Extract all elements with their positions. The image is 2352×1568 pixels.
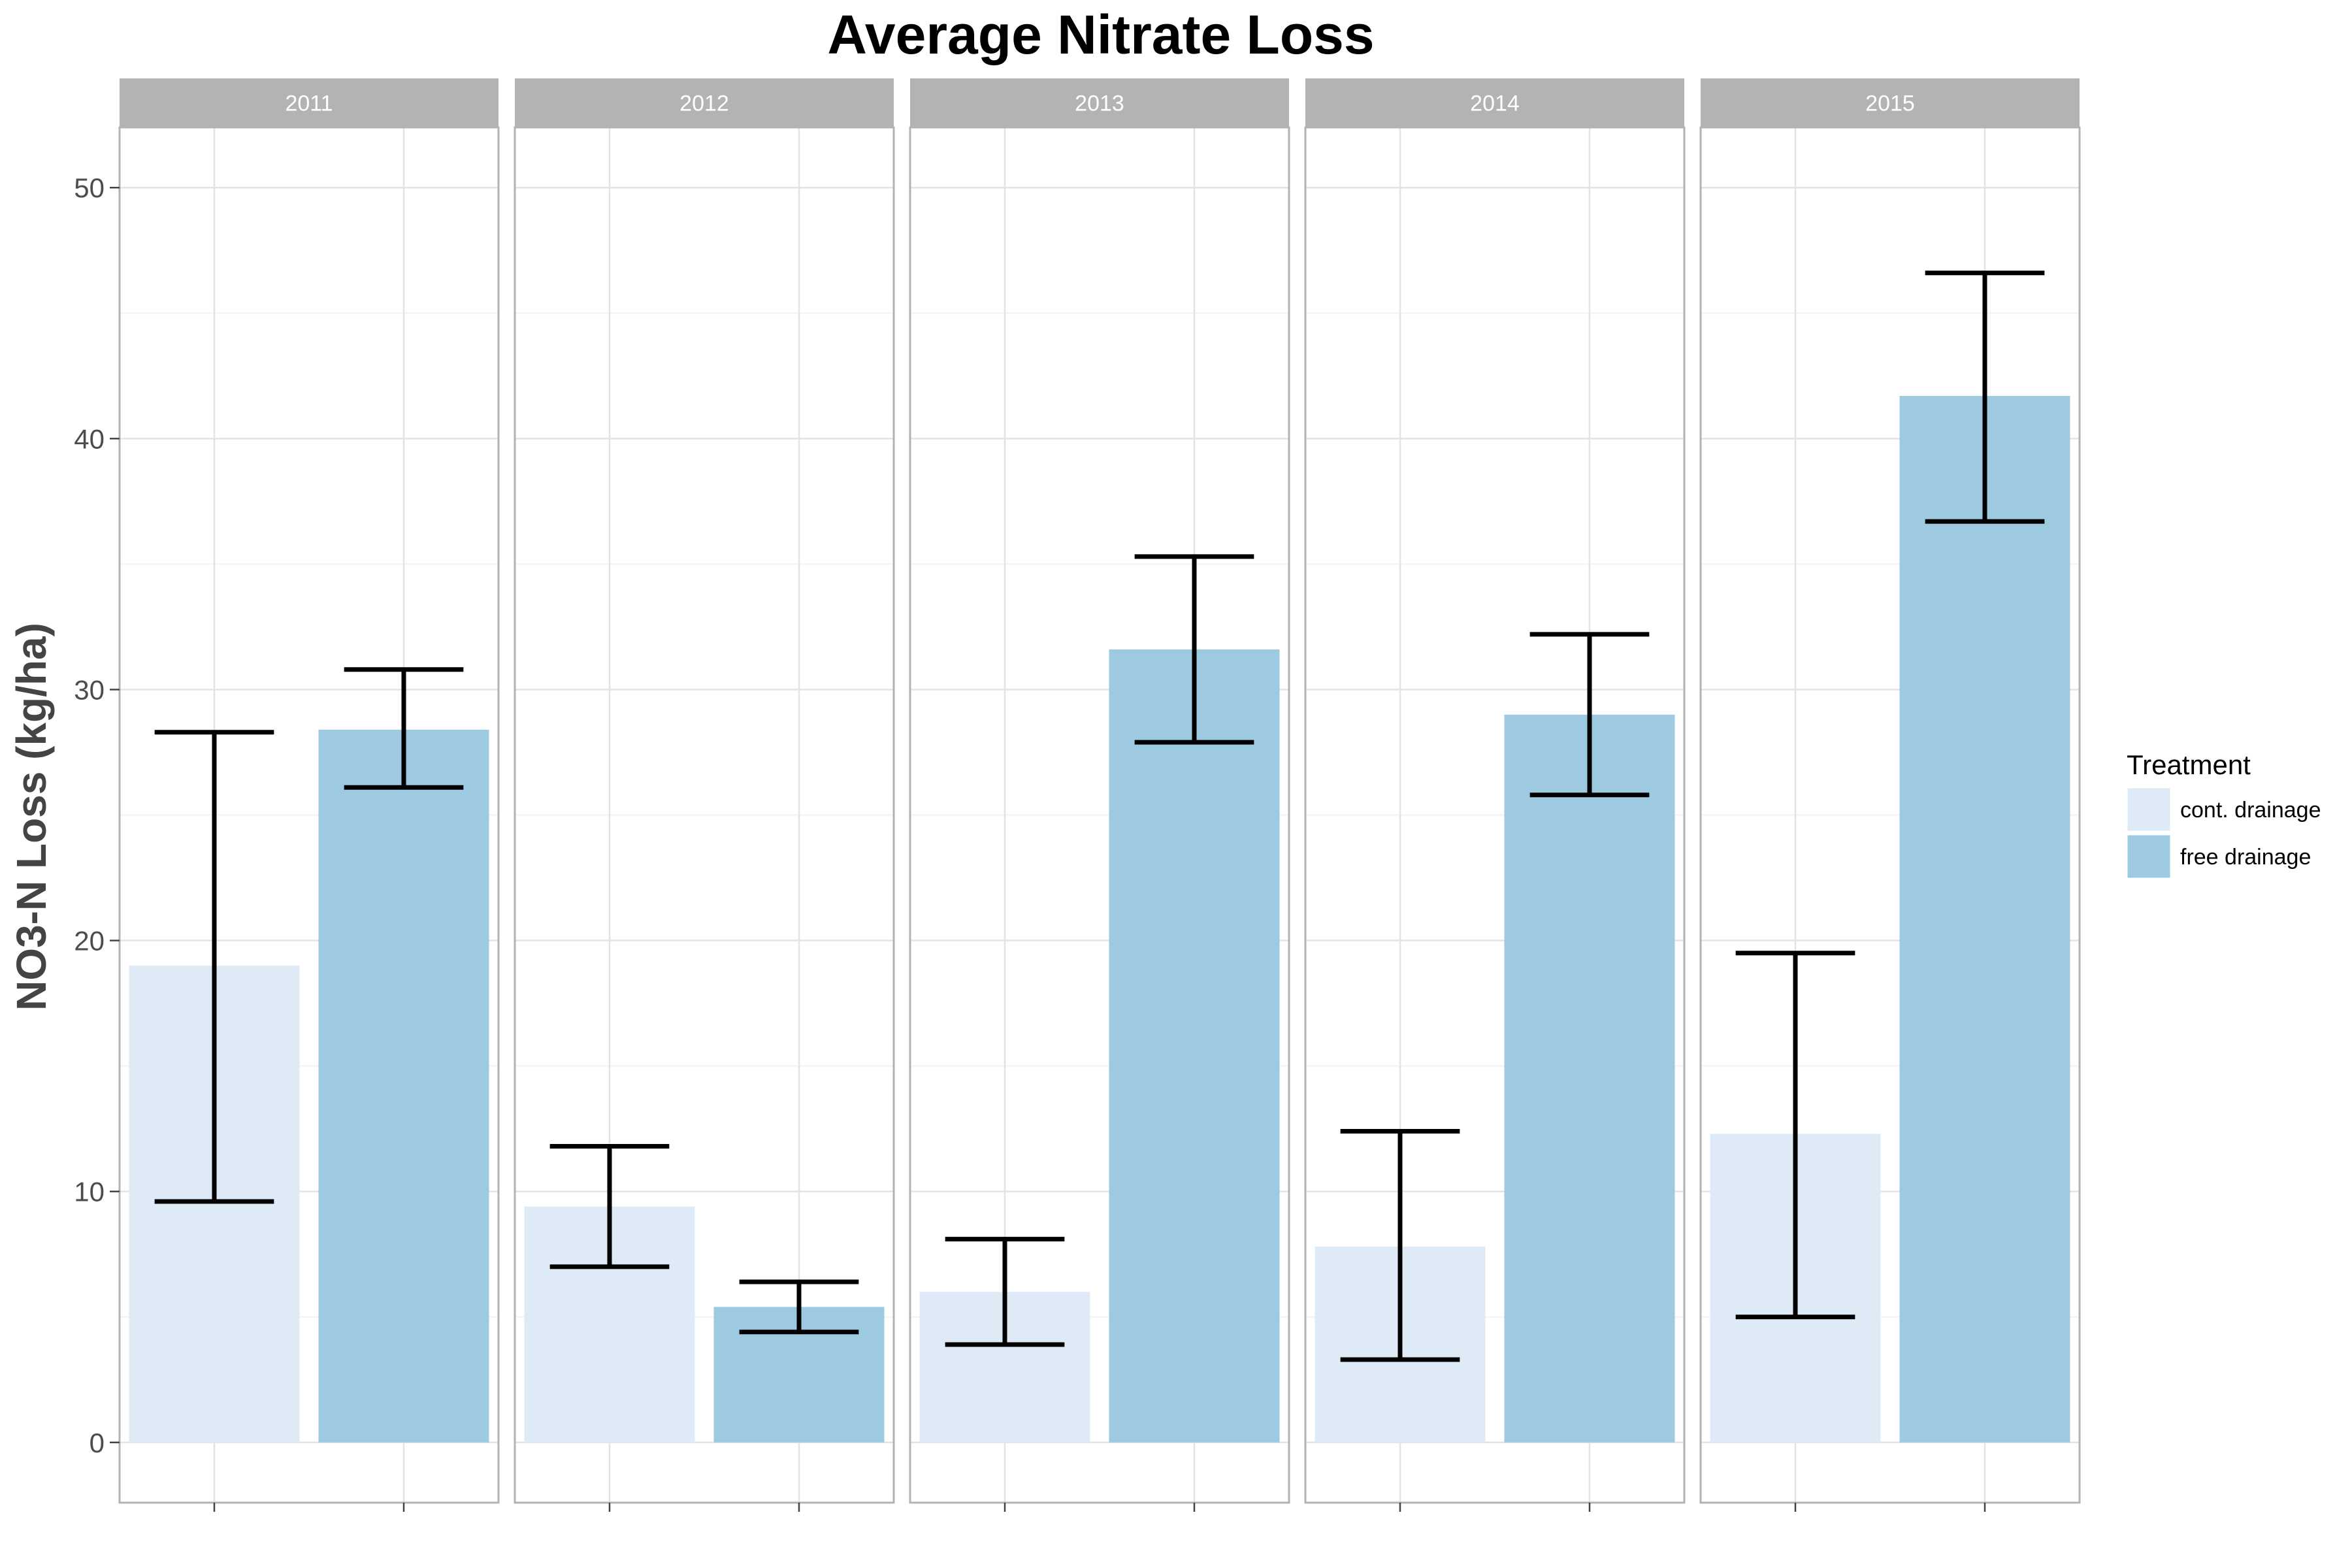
legend-key (2125, 833, 2172, 880)
bar (1109, 649, 1280, 1443)
y-axis-label: NO3-N Loss (kg/ha) (8, 623, 55, 1011)
strip-2011 (120, 78, 498, 127)
panel-2011: 2011 (118, 78, 500, 1512)
bar (1504, 714, 1675, 1443)
strip-2014 (1305, 78, 1684, 127)
strip-2012 (515, 78, 894, 127)
panel-2013: 2013 (909, 78, 1290, 1512)
legend-label: cont. drainage (2180, 798, 2321, 823)
legend-label: free drainage (2180, 845, 2311, 870)
strip-label: 2011 (285, 91, 333, 116)
legend-key (2125, 786, 2172, 833)
panels: 2011 2012 2013 2014 2015 (118, 78, 2081, 1512)
bar (318, 729, 489, 1443)
bar (1899, 396, 2070, 1443)
strip-label: 2015 (1865, 91, 1915, 116)
strip-label: 2013 (1075, 91, 1124, 116)
strip-label: 2012 (679, 91, 729, 116)
legend: Treatment cont. drainage free drainage (2125, 749, 2321, 880)
chart-title: Average Nitrate Loss (827, 4, 1374, 65)
strip-2015 (1701, 78, 2080, 127)
strip-2013 (910, 78, 1289, 127)
y-tick-label: 10 (74, 1177, 105, 1207)
y-axis: 0 10 20 30 40 50 (74, 172, 120, 1458)
y-tick-label: 0 (90, 1428, 105, 1458)
panel-2014: 2014 (1304, 78, 1686, 1512)
y-tick-label: 50 (74, 172, 105, 203)
panel-2015: 2015 (1699, 78, 2081, 1512)
y-tick-label: 30 (74, 674, 105, 705)
legend-title: Treatment (2127, 749, 2251, 780)
panel-2012: 2012 (514, 78, 895, 1512)
y-tick-label: 20 (74, 926, 105, 956)
y-tick-label: 40 (74, 423, 105, 454)
strip-label: 2014 (1470, 91, 1520, 116)
